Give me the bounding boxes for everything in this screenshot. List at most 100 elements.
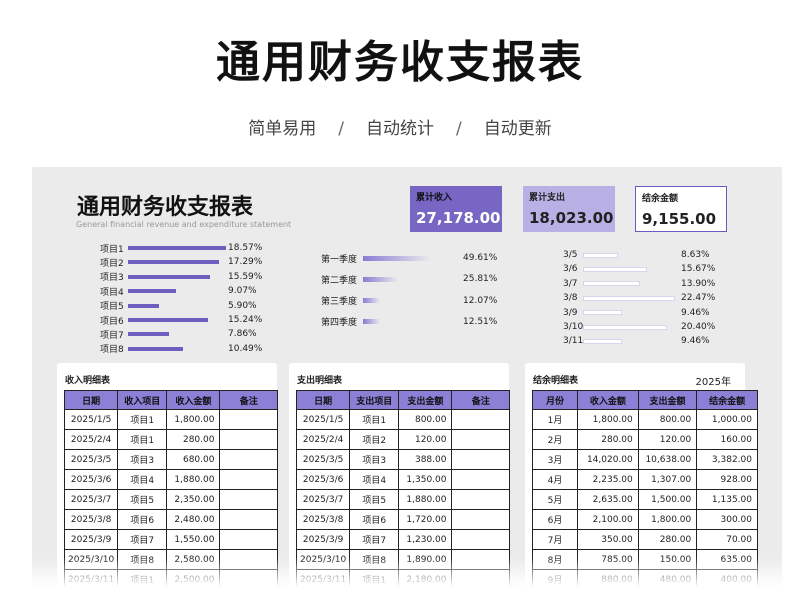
- table-cell: 项目6: [117, 509, 168, 530]
- table-cell: 2,100.00: [577, 509, 639, 530]
- table-row: 2025/3/11 项目1 2,500.00: [63, 569, 278, 587]
- date-share-row: 3/7 13.90%: [563, 277, 715, 291]
- table-cell: [451, 449, 510, 470]
- quarter-share-bar: [363, 298, 380, 304]
- table-cell: 2025/3/11: [295, 569, 351, 587]
- table-cell: 项目8: [117, 549, 168, 570]
- date-share-value: 13.90%: [681, 278, 716, 289]
- kpi-value: 18,023.00: [529, 209, 614, 227]
- quarter-label: 第四季度: [321, 318, 358, 329]
- date-label: 3/5: [563, 250, 578, 260]
- table-row: 2025/3/7 项目5 2,350.00: [63, 489, 278, 510]
- table-row: 2025/2/4 项目1 280.00: [63, 429, 278, 450]
- table-cell: 2025/3/8: [295, 509, 351, 530]
- income-table: 日期 收入项目 收入金额 备注 2025/1/5 项目1 1,800.00 2025/…: [63, 390, 278, 587]
- table-cell: 280.00: [577, 429, 639, 450]
- table-row: 2025/1/5 项目1 800.00: [295, 409, 510, 430]
- item-share-value: 17.29%: [228, 257, 263, 268]
- table-row: 2025/3/5 项目3 680.00: [63, 449, 278, 470]
- table-cell: 1,500.00: [637, 489, 698, 510]
- item-share-row: 项目8 10.49%: [100, 342, 262, 356]
- table-cell: 项目2: [349, 429, 400, 450]
- table-row: 2025/3/10 项目8 1,890.00: [295, 549, 510, 570]
- table-cell: 项目1: [349, 569, 400, 587]
- item-label: 项目3: [100, 273, 124, 284]
- item-share-value: 10.49%: [228, 343, 263, 354]
- balance-detail-card: 结余明细表 2025年 月份 收入金额 支出金额 结余金额 1月 1,800.00…: [525, 363, 758, 587]
- table-cell: [219, 569, 278, 587]
- quarter-share-row: 第二季度 25.81%: [321, 269, 497, 289]
- table-cell: [219, 429, 278, 450]
- table-row: 2025/1/5 项目1 1,800.00: [63, 409, 278, 430]
- table-cell: 2,500.00: [166, 569, 221, 587]
- table-cell: 2025/1/5: [63, 409, 119, 430]
- table-cell: 400.00: [696, 569, 758, 587]
- date-share-bar: [583, 324, 667, 330]
- table-cell: 2025/3/6: [295, 469, 351, 490]
- quarter-share-bar: [363, 276, 399, 282]
- table-cell: 120.00: [637, 429, 698, 450]
- quarter-share-value: 12.07%: [463, 295, 498, 306]
- table-cell: 项目5: [117, 489, 168, 510]
- table-cell: 480.00: [637, 569, 698, 587]
- column-header: 月份: [532, 390, 578, 410]
- table-row: 2025/3/8 项目6 2,480.00: [63, 509, 278, 530]
- hero-tagline: 简单易用 / 自动统计 / 自动更新: [0, 114, 800, 139]
- table-cell: 1,230.00: [398, 529, 453, 550]
- table-row: 2025/3/5 项目3 388.00: [295, 449, 510, 470]
- table-cell: 项目7: [117, 529, 168, 550]
- table-cell: [219, 549, 278, 570]
- income-detail-card: 收入明细表 日期 收入项目 收入金额 备注 2025/1/5 项目1 1,800.0…: [57, 363, 278, 587]
- table-row: 2025/3/10 项目8 2,580.00: [63, 549, 278, 570]
- table-cell: 800.00: [637, 409, 698, 430]
- table-cell: 2025/3/9: [295, 529, 351, 550]
- table-cell: 7月: [532, 529, 578, 550]
- table-cell: 6月: [532, 509, 578, 530]
- table-cell: [451, 549, 510, 570]
- item-share-row: 项目4 9.07%: [100, 284, 257, 298]
- table-cell: 150.00: [637, 549, 698, 570]
- date-share-row: 3/5 8.63%: [563, 248, 710, 262]
- quarter-label: 第二季度: [321, 275, 358, 286]
- table-cell: 项目6: [349, 509, 400, 530]
- table-cell: 2025/3/5: [63, 449, 119, 470]
- item-share-row: 项目5 5.90%: [100, 299, 257, 313]
- date-label: 3/6: [563, 264, 578, 275]
- table-cell: 1,350.00: [398, 469, 453, 490]
- table-cell: 1,000.00: [696, 409, 758, 430]
- tagline-item: 简单易用: [248, 119, 317, 139]
- date-share-row: 3/6 15.67%: [563, 262, 715, 276]
- expense-detail-card: 支出明细表 日期 支出项目 支出金额 备注 2025/1/5 项目1 800.00 2…: [289, 363, 510, 587]
- table-cell: 2,580.00: [166, 549, 221, 570]
- date-label: 3/10: [563, 322, 584, 332]
- table-row: 2025/2/4 项目2 120.00: [295, 429, 510, 450]
- report-sheet: 通用财务收支报表 General financial revenue and e…: [32, 167, 782, 587]
- table-cell: 2025/3/10: [63, 549, 119, 570]
- column-header: 收入项目: [117, 390, 168, 410]
- item-share-value: 15.24%: [228, 315, 263, 325]
- table-cell: 8月: [532, 549, 578, 570]
- balance-year: 2025年: [695, 377, 731, 388]
- table-cell: 项目1: [117, 429, 168, 450]
- table-cell: [219, 529, 278, 550]
- item-share-bar: [128, 318, 209, 322]
- quarter-share-value: 25.81%: [463, 274, 498, 285]
- item-share-bar: [128, 346, 184, 351]
- quarter-share-bar: [363, 319, 381, 325]
- table-cell: 10,638.00: [637, 449, 698, 470]
- table-cell: 2,635.00: [577, 489, 639, 510]
- date-label: 3/7: [563, 278, 578, 289]
- item-label: 项目1: [100, 244, 124, 255]
- table-cell: 280.00: [166, 429, 221, 450]
- table-cell: 800.00: [398, 409, 453, 430]
- table-row: 2025/3/6 项目4 1,880.00: [63, 469, 278, 490]
- table-cell: 680.00: [166, 449, 221, 470]
- table-cell: 2,235.00: [577, 469, 639, 490]
- date-share-row: 3/11 9.46%: [563, 334, 710, 348]
- table-cell: 160.00: [696, 429, 758, 450]
- date-share-value: 15.67%: [681, 264, 716, 275]
- table-cell: 4月: [532, 469, 578, 490]
- quarter-share-row: 第一季度 49.61%: [321, 248, 497, 268]
- date-share-bar: [583, 338, 622, 344]
- date-share-bar: [583, 266, 648, 272]
